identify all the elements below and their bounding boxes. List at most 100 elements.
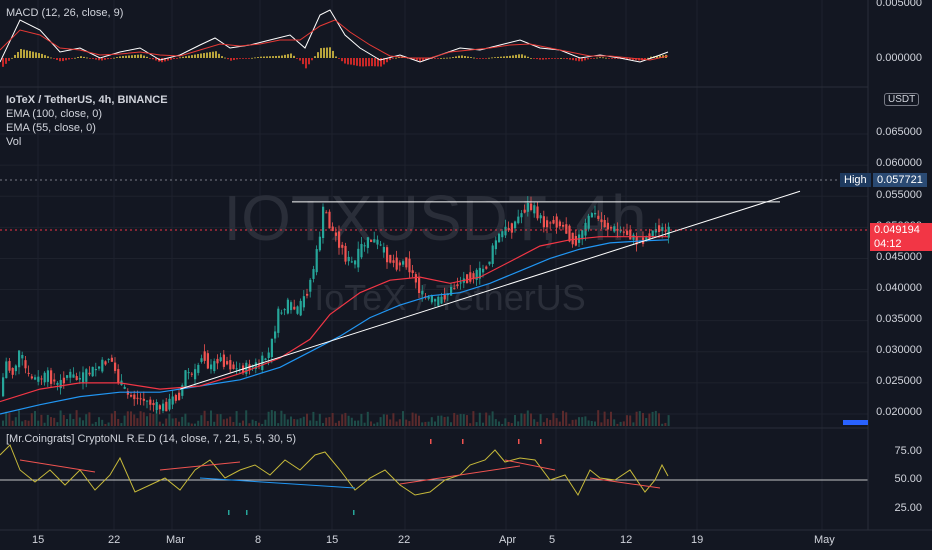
candle-body	[40, 378, 43, 380]
macd-histogram-bar	[650, 56, 652, 58]
volume-bar	[360, 413, 363, 426]
candle-body	[280, 312, 283, 314]
candle-body	[667, 226, 670, 238]
macd-histogram-bar	[191, 55, 193, 58]
ema-55-legend[interactable]: EMA (55, close, 0)	[6, 122, 96, 134]
macd-histogram-bar	[200, 53, 202, 58]
macd-histogram-bar	[437, 58, 439, 59]
volume-bar	[46, 414, 49, 426]
volume-bar	[219, 414, 222, 426]
macd-histogram-bar	[545, 58, 547, 60]
volume-bar	[581, 417, 584, 426]
volume-bar	[347, 415, 350, 426]
candle-body	[197, 364, 200, 373]
volume-bar	[85, 414, 88, 426]
volume-bar	[152, 413, 155, 426]
volume-bar	[261, 423, 264, 426]
macd-histogram-bar	[308, 58, 310, 65]
candle-body	[210, 364, 213, 370]
price-label-0055: 0.055000	[876, 189, 922, 201]
candle-body	[478, 267, 481, 279]
candle-body	[661, 227, 664, 232]
macd-histogram-bar	[506, 56, 508, 58]
candle-body	[466, 274, 469, 283]
volume-bar	[389, 419, 392, 426]
volume-bar	[430, 417, 433, 426]
volume-bar	[478, 412, 481, 426]
sell-signal-tick	[430, 439, 432, 444]
volume-bar	[248, 423, 251, 426]
time-label-19: 19	[691, 534, 704, 546]
symbol-title[interactable]: IoTeX / TetherUS, 4h, BINANCE	[6, 94, 168, 106]
macd-histogram-bar	[104, 58, 106, 60]
macd-histogram-bar	[659, 55, 661, 58]
candle-body	[395, 257, 398, 270]
volume-bar	[82, 420, 84, 426]
osc-label-25: 25.00	[894, 502, 922, 514]
support-trendline[interactable]	[179, 190, 801, 390]
last-price-badge: 0.049194	[870, 223, 932, 237]
candle-body	[456, 284, 459, 287]
candle-body	[523, 209, 526, 213]
volume-bar	[507, 421, 510, 426]
volume-bar	[350, 417, 353, 426]
volume-bar	[190, 423, 193, 426]
volume-bar	[325, 417, 328, 426]
macd-histogram-bar	[470, 57, 472, 58]
volume-bar	[101, 419, 104, 426]
macd-legend[interactable]: MACD (12, 26, close, 9)	[6, 7, 124, 19]
macd-histogram-bar	[533, 58, 535, 59]
candle-body	[258, 364, 261, 366]
ema-100-legend[interactable]: EMA (100, close, 0)	[6, 108, 102, 120]
divergence-line	[19, 459, 96, 473]
volume-bar	[584, 416, 587, 426]
macd-histogram-bar	[248, 58, 250, 59]
candle-body	[402, 261, 405, 265]
macd-histogram-bar	[230, 58, 232, 61]
macd-histogram-bar	[14, 54, 16, 58]
volume-bar	[645, 418, 648, 426]
macd-histogram-bar	[83, 56, 85, 58]
macd-histogram-bar	[383, 58, 385, 65]
macd-histogram-bar	[527, 56, 529, 58]
candle-body	[536, 206, 539, 219]
volume-bar	[69, 413, 72, 426]
volume-bar	[251, 419, 254, 426]
macd-histogram-bar	[479, 58, 481, 59]
candle-body	[184, 370, 187, 388]
volume-bar	[136, 418, 139, 426]
buy-signal-tick	[246, 510, 248, 515]
macd-histogram-bar	[380, 58, 382, 67]
candle-body	[533, 205, 536, 214]
macd-histogram-bar	[317, 52, 319, 58]
candle-body	[165, 401, 168, 412]
macd-histogram-bar	[320, 48, 322, 58]
macd-histogram-bar	[344, 58, 346, 64]
time-label-may: May	[814, 534, 835, 546]
macd-histogram-bar	[389, 58, 391, 61]
oscillator-legend[interactable]: [Mr.Coingrats] CryptoNL R.E.D (14, close…	[6, 433, 296, 445]
price-label-0025: 0.025000	[876, 375, 922, 387]
macd-histogram-bar	[152, 58, 154, 60]
currency-button[interactable]: USDT	[884, 93, 920, 106]
volume-bar	[523, 413, 526, 426]
candle-body	[498, 233, 501, 243]
candle-body	[66, 375, 69, 378]
candle-body	[232, 364, 235, 369]
macd-histogram-bar	[176, 58, 178, 59]
candle-body	[587, 215, 590, 229]
candle-body	[136, 397, 139, 399]
volume-bar	[328, 417, 331, 426]
volume-bar	[578, 417, 580, 426]
macd-histogram-bar	[419, 58, 421, 62]
candle-body	[85, 369, 88, 382]
macd-histogram-bar	[617, 58, 619, 59]
candle-body	[603, 219, 606, 228]
volume-bar	[168, 413, 171, 426]
candle-body	[558, 221, 561, 227]
macd-histogram-bar	[2, 58, 4, 67]
vol-legend[interactable]: Vol	[6, 136, 22, 148]
volume-bar	[565, 412, 568, 426]
macd-histogram-bar	[446, 57, 448, 59]
